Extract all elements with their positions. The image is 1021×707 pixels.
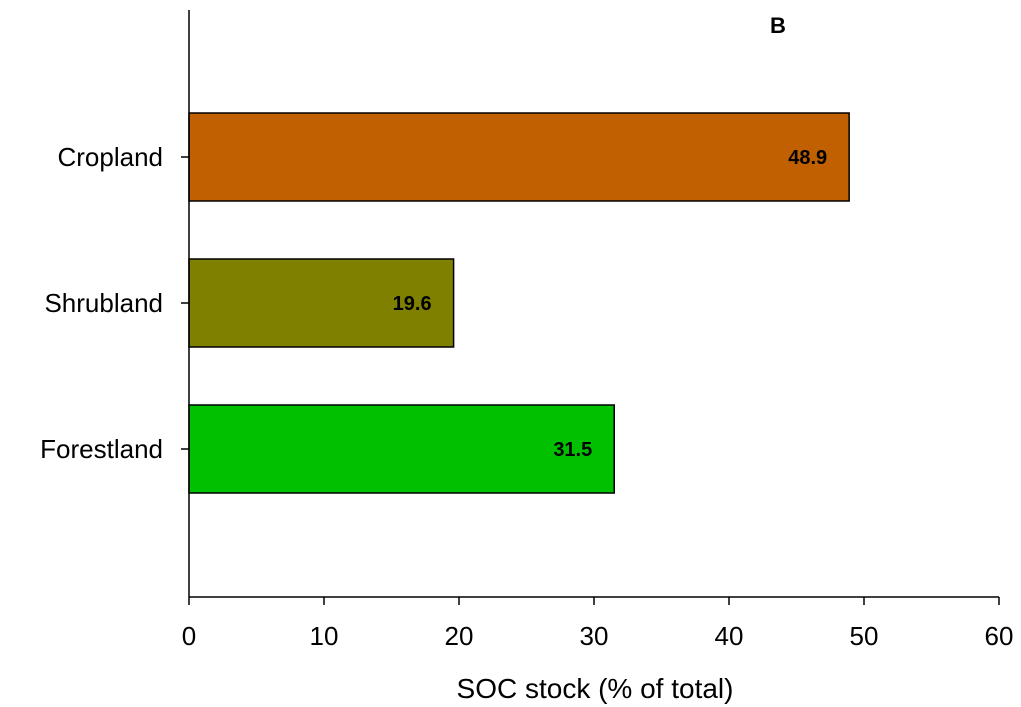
data-label-cropland: 48.9 <box>788 147 827 169</box>
x-tick-label: 40 <box>715 621 744 651</box>
bar-forestland <box>188 404 615 494</box>
x-tick-label: 30 <box>580 621 609 651</box>
category-labels-group: Cropland Shrubland Forestland <box>40 142 163 464</box>
category-label-shrubland: Shrubland <box>44 288 163 318</box>
x-tick-label: 10 <box>310 621 339 651</box>
x-axis-title: SOC stock (% of total) <box>457 673 734 704</box>
category-label-cropland: Cropland <box>57 142 163 172</box>
bar-cropland <box>188 112 850 202</box>
panel-label: B <box>770 13 786 38</box>
data-label-shrubland: 19.6 <box>393 293 432 315</box>
category-label-forestland: Forestland <box>40 434 163 464</box>
bar-shrubland <box>188 258 455 348</box>
data-label-forestland: 31.5 <box>553 439 592 461</box>
x-ticks-group: 0 10 20 30 40 50 60 <box>182 597 1014 651</box>
x-tick-label: 20 <box>445 621 474 651</box>
data-labels-group: 48.9 19.6 31.5 <box>393 147 827 461</box>
x-tick-label: 50 <box>850 621 879 651</box>
x-tick-label: 0 <box>182 621 196 651</box>
bars-group <box>188 112 850 494</box>
x-tick-label: 60 <box>985 621 1014 651</box>
